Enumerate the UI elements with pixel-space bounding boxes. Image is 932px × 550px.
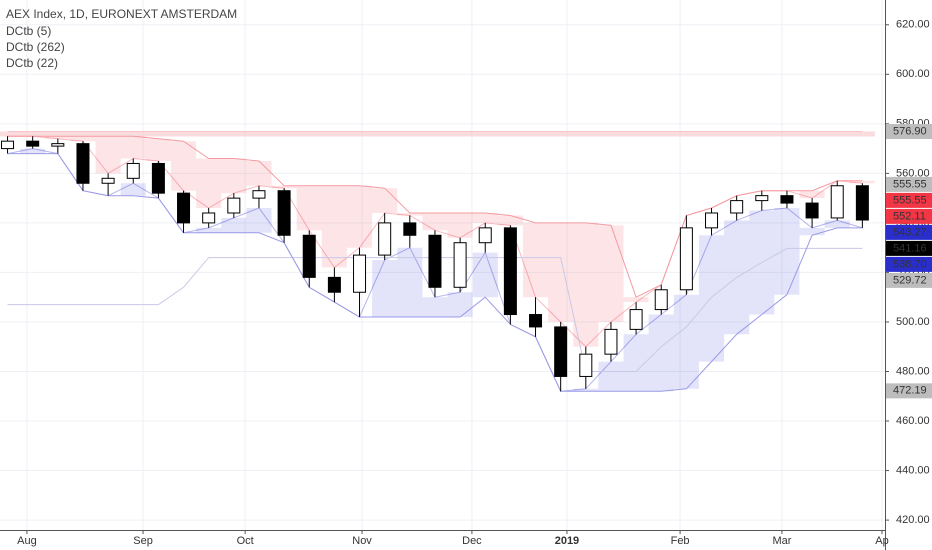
price-label-bg bbox=[886, 240, 932, 256]
candle-body bbox=[730, 200, 744, 214]
candle-body bbox=[478, 227, 492, 244]
x-tick-label: 2019 bbox=[555, 535, 579, 547]
x-tick-label: Nov bbox=[352, 535, 372, 547]
candle-body bbox=[780, 195, 794, 204]
candle-body bbox=[101, 177, 115, 184]
candle-body bbox=[353, 254, 367, 293]
candle-body bbox=[629, 309, 643, 330]
candle-body bbox=[453, 242, 467, 288]
price-label: 552.11 bbox=[893, 210, 926, 222]
price-label: 541.16 bbox=[893, 242, 927, 254]
x-tick-label: Aug bbox=[17, 535, 37, 547]
channel-lower-line bbox=[7, 153, 863, 392]
candle-body bbox=[679, 227, 693, 291]
channel-lower-line bbox=[7, 148, 863, 392]
y-tick-label: 600.00 bbox=[896, 68, 930, 80]
candle-body bbox=[855, 185, 869, 221]
candle-body bbox=[151, 162, 165, 194]
x-tick-label: Ap bbox=[875, 535, 888, 547]
y-tick-label: 500.00 bbox=[896, 316, 930, 328]
x-tick-label: Dec bbox=[462, 535, 482, 547]
y-tick-label: 460.00 bbox=[896, 415, 930, 427]
price-label: 538.70 bbox=[893, 258, 927, 270]
x-tick-label: Mar bbox=[772, 535, 791, 547]
candle-body bbox=[177, 192, 191, 224]
candle-body bbox=[579, 353, 593, 377]
axes: 420.00440.00460.00480.00500.00520.00540.… bbox=[17, 19, 932, 547]
candle-body bbox=[302, 234, 316, 278]
x-tick-label: Oct bbox=[237, 535, 254, 547]
channel-fill bbox=[0, 131, 875, 137]
candle-body bbox=[252, 190, 266, 199]
candle-body bbox=[1, 140, 15, 150]
candle-body bbox=[76, 143, 90, 184]
channel-upper-line bbox=[7, 135, 863, 298]
price-label-bg bbox=[886, 272, 932, 288]
price-label: 555.55 bbox=[893, 194, 927, 206]
candle-body bbox=[805, 202, 819, 219]
price-label-bg bbox=[886, 208, 932, 224]
price-label-bg bbox=[886, 383, 932, 399]
candle-body bbox=[654, 289, 668, 311]
x-tick-label: Sep bbox=[133, 535, 153, 547]
candle-body bbox=[428, 234, 442, 288]
price-label-bg bbox=[886, 176, 932, 192]
candle-body bbox=[529, 314, 543, 328]
price-label-bg bbox=[886, 224, 932, 240]
price-label: 529.72 bbox=[893, 274, 927, 286]
candle-body bbox=[378, 222, 392, 256]
price-label-bg bbox=[886, 192, 932, 208]
price-label: 555.55 bbox=[893, 178, 927, 190]
x-tick-label: Feb bbox=[671, 535, 690, 547]
legend-entry: DCtb (262) bbox=[6, 40, 65, 54]
plot-area bbox=[0, 131, 875, 392]
candle-body bbox=[26, 140, 40, 147]
candle-body bbox=[227, 197, 241, 214]
legend-entry: DCtb (22) bbox=[6, 56, 58, 70]
candle-body bbox=[554, 326, 568, 377]
price-label: 576.90 bbox=[893, 125, 927, 137]
candle-body bbox=[830, 185, 844, 219]
channel-fill bbox=[0, 136, 875, 347]
price-label-bg bbox=[886, 124, 932, 140]
y-tick-label: 480.00 bbox=[896, 365, 930, 377]
chart-title: AEX Index, 1D, EURONEXT AMSTERDAM bbox=[6, 7, 237, 21]
candle-body bbox=[503, 227, 517, 316]
legend-entry: DCtb (5) bbox=[6, 24, 51, 38]
y-tick-label: 560.00 bbox=[896, 167, 930, 179]
y-tick-label: 440.00 bbox=[896, 464, 930, 476]
channel-fill bbox=[0, 148, 875, 392]
y-tick-label: 420.00 bbox=[896, 514, 930, 526]
y-tick-label: 620.00 bbox=[896, 19, 930, 31]
candle-body bbox=[755, 195, 769, 202]
candle-body bbox=[604, 328, 618, 355]
price-label: 472.19 bbox=[893, 385, 927, 397]
price-label: 543.27 bbox=[893, 226, 927, 238]
candle-body bbox=[51, 143, 65, 147]
candle-body bbox=[202, 212, 216, 224]
candle-body bbox=[277, 190, 291, 236]
candle-body bbox=[705, 212, 719, 229]
candle-body bbox=[126, 162, 140, 179]
price-label-bg bbox=[886, 256, 932, 272]
candle-body bbox=[327, 276, 341, 293]
candle-body bbox=[403, 222, 417, 236]
